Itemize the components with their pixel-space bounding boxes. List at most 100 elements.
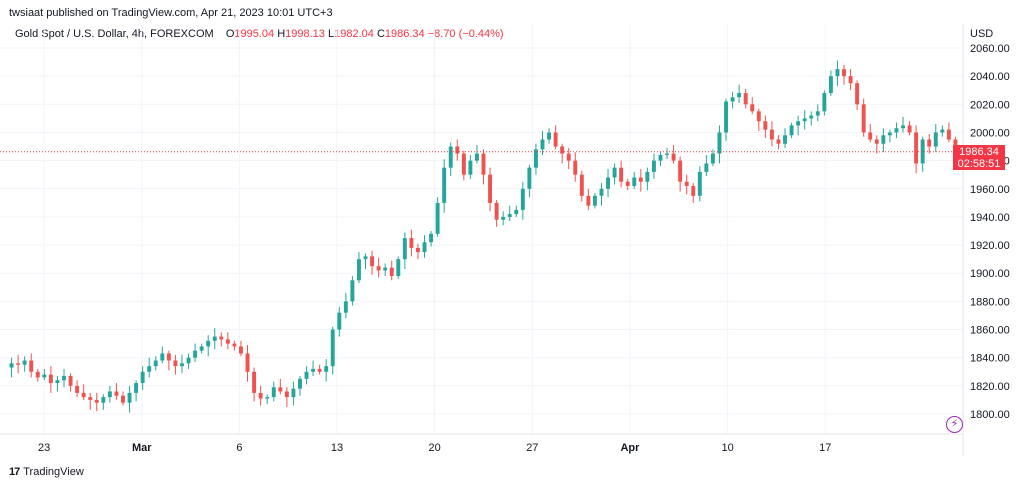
candle [252, 367, 257, 402]
candle-body [324, 366, 329, 372]
candle-body [180, 363, 184, 367]
candle [809, 111, 814, 126]
candle-body [297, 378, 302, 389]
candle-body [619, 167, 624, 182]
candle-body [186, 357, 191, 364]
candle [343, 292, 348, 319]
price-tick-label: 2020.00 [970, 99, 1010, 111]
candle-body [802, 118, 807, 122]
time-axis[interactable]: 23 Mar 6 13 20 27 Apr 10 17 [38, 442, 831, 454]
candle [461, 150, 466, 181]
candle [166, 350, 171, 371]
candle [579, 170, 584, 202]
candle-body [540, 139, 545, 150]
candle-body [553, 132, 558, 147]
candle-body [370, 256, 375, 267]
price-tick-label: 1880.00 [970, 296, 1010, 308]
brand-name: TradingView [23, 466, 84, 478]
currency-label[interactable]: USD [970, 28, 994, 40]
candle-body [42, 374, 47, 378]
time-tick-label: Apr [620, 442, 640, 454]
candle [48, 366, 53, 393]
candle-body [901, 125, 905, 129]
candle [619, 160, 624, 188]
candle [68, 373, 73, 392]
candle-body [514, 209, 519, 215]
candle [271, 381, 276, 402]
candle-body [114, 391, 119, 396]
candle-body [828, 76, 833, 94]
candle-body [16, 363, 21, 365]
candle [625, 178, 630, 191]
candle [455, 139, 460, 161]
candle [586, 188, 591, 210]
candles [9, 60, 958, 413]
candle-body [376, 266, 381, 271]
grid-lines [0, 24, 963, 434]
candle-body [271, 387, 276, 398]
candle-body [422, 242, 427, 253]
candle-body [265, 397, 270, 399]
candle-body [147, 366, 152, 372]
candle-body [501, 216, 506, 220]
candle-body [252, 371, 257, 393]
candle-body [225, 339, 230, 344]
lightning-icon[interactable]: ⚡ [946, 416, 963, 433]
candle [153, 356, 158, 371]
candle-body [691, 185, 696, 196]
candle [291, 381, 296, 406]
candle-body [55, 380, 60, 384]
candle [376, 257, 381, 278]
candle [225, 332, 230, 350]
candle-body [750, 104, 755, 112]
close-label: C [376, 28, 385, 40]
candle [697, 166, 702, 202]
candle [507, 205, 512, 222]
candle [842, 64, 846, 85]
candle [448, 142, 453, 177]
candle [402, 232, 407, 270]
time-tick-label: 23 [38, 442, 50, 454]
candle [796, 115, 801, 136]
candle [868, 124, 873, 143]
candle [258, 385, 263, 406]
candle-body [527, 167, 532, 189]
candle-body [330, 329, 335, 367]
candle [645, 167, 650, 191]
candle [160, 346, 165, 364]
candle [769, 121, 774, 147]
candle [638, 169, 643, 192]
candle [527, 164, 532, 198]
candle [35, 368, 40, 382]
candle-body [291, 388, 296, 398]
candle-body [494, 202, 499, 220]
candle-body [304, 371, 309, 379]
candle-body [533, 149, 538, 168]
candle [415, 243, 420, 260]
candle-body [337, 312, 342, 330]
candle [324, 359, 329, 382]
candle-body [278, 387, 283, 392]
price-tick-label: 1800.00 [970, 409, 1010, 421]
price-tick-label: 2040.00 [970, 71, 1010, 83]
price-axis[interactable]: 2060.002040.002020.002000.001980.001960.… [970, 43, 1010, 421]
candle-body [946, 129, 951, 140]
candle [409, 229, 414, 257]
candle-body [796, 121, 801, 126]
candle-body [940, 129, 945, 133]
candle-body [101, 397, 106, 403]
candle [337, 307, 342, 337]
candle-body [933, 132, 938, 147]
candle-body [206, 340, 211, 347]
candle [737, 84, 742, 103]
candle-body [29, 360, 34, 372]
candle [311, 360, 316, 376]
footer-brand[interactable]: 17 TradingView [9, 466, 84, 478]
candle [284, 387, 289, 407]
candle-body [848, 76, 853, 84]
candle-body [586, 195, 591, 206]
symbol-label[interactable]: Gold Spot / U.S. Dollar, 4h, FOREXCOM [15, 28, 214, 40]
candle [75, 380, 80, 398]
candle [828, 70, 833, 96]
